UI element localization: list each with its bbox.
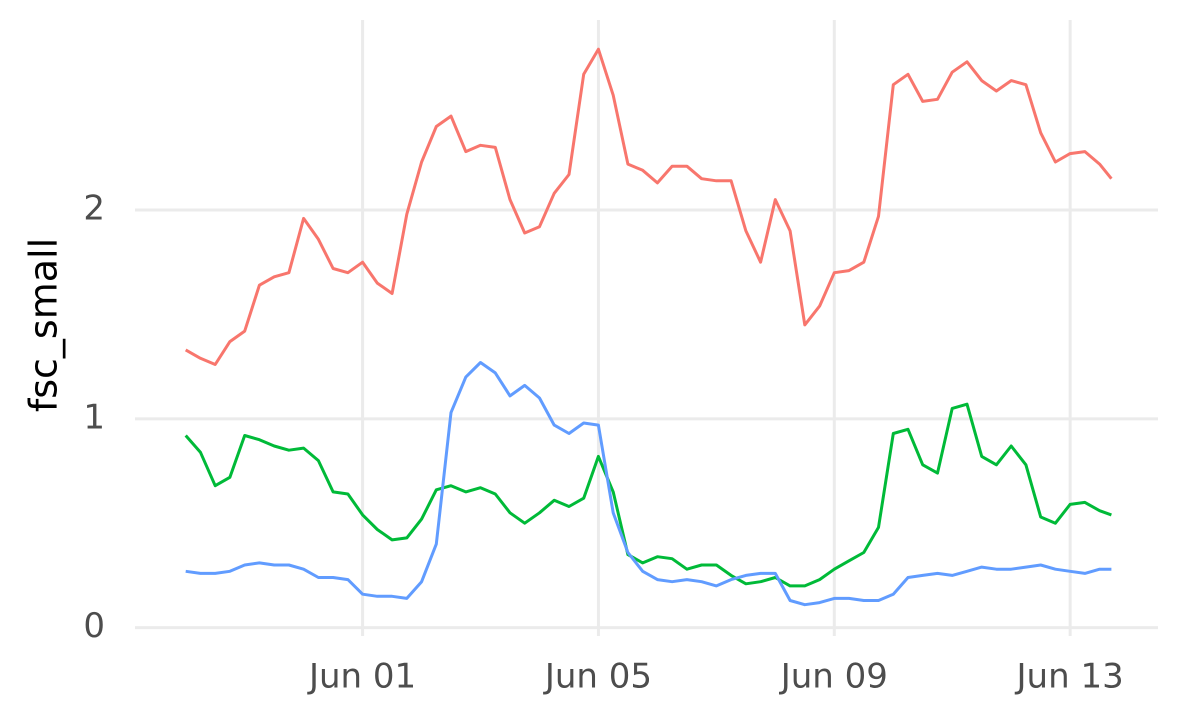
y-axis-label: fsc_small [22, 238, 66, 412]
x-tick-label: Jun 09 [779, 657, 888, 697]
y-tick-label: 0 [83, 606, 105, 646]
line-series [185, 361, 1112, 607]
y-tick-label: 1 [83, 397, 105, 437]
x-tick-label: Jun 01 [307, 657, 416, 697]
y-tick-label: 2 [83, 189, 105, 229]
line-series [184, 47, 1113, 366]
line-series [184, 402, 1112, 588]
x-tick-label: Jun 13 [1015, 657, 1124, 697]
x-tick-label: Jun 05 [543, 657, 652, 697]
